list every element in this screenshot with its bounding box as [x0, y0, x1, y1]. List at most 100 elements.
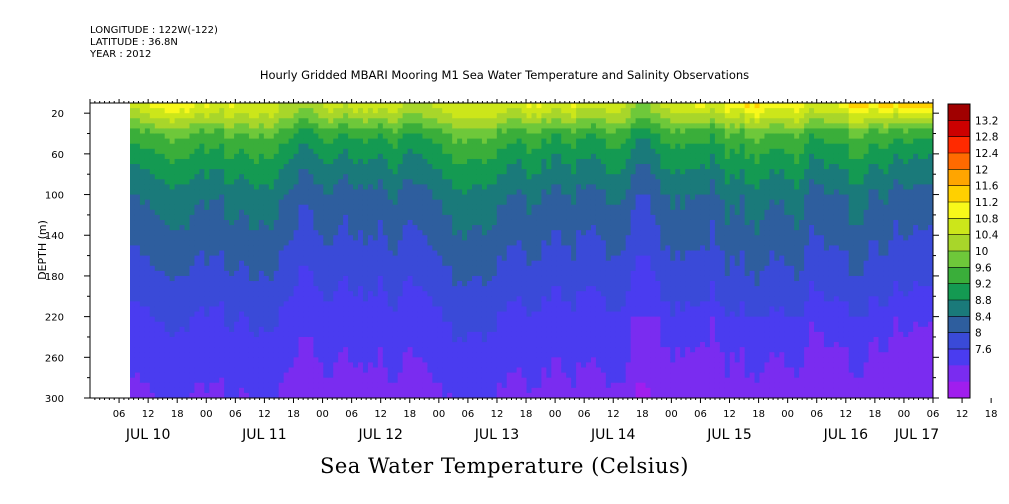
field-cell: [219, 255, 225, 262]
field-cell: [511, 235, 518, 241]
field-cell: [422, 260, 429, 267]
field-cell: [308, 128, 314, 135]
field-cell: [481, 367, 488, 374]
field-cell: [169, 382, 176, 389]
field-cell: [491, 240, 498, 247]
field-cell: [169, 372, 176, 379]
field-cell: [412, 326, 419, 333]
field-cell: [486, 158, 493, 165]
field-cell: [219, 209, 225, 216]
field-cell: [472, 326, 478, 333]
field-cell: [536, 174, 543, 180]
field-cell: [506, 306, 513, 313]
field-cell: [308, 123, 314, 130]
field-cell: [496, 128, 503, 135]
field-cell: [491, 270, 498, 277]
field-cell: [328, 199, 334, 206]
field-cell: [328, 265, 334, 272]
field-cell: [273, 158, 280, 165]
field-cell: [506, 392, 513, 398]
field-cell: [407, 291, 414, 297]
field-cell: [209, 250, 215, 257]
field-cell: [278, 179, 285, 185]
field-cell: [362, 377, 369, 384]
field-cell: [263, 138, 270, 145]
field-cell: [283, 387, 290, 394]
field-cell: [130, 194, 136, 201]
field-cell: [427, 286, 433, 292]
field-cell: [343, 255, 349, 262]
field-cell: [516, 362, 523, 369]
field-cell: [278, 387, 285, 394]
field-cell: [348, 326, 354, 333]
field-cell: [308, 204, 314, 211]
field-cell: [303, 387, 310, 394]
field-cell: [308, 184, 314, 191]
field-cell: [382, 143, 389, 150]
field-cell: [214, 189, 220, 196]
field-cell: [323, 250, 329, 257]
field-cell: [447, 148, 453, 155]
field-cell: [437, 265, 443, 272]
field-cell: [417, 311, 424, 318]
field-cell: [338, 103, 344, 109]
field-cell: [268, 194, 275, 201]
field-cell: [263, 204, 270, 211]
field-cell: [521, 143, 528, 150]
field-cell: [239, 377, 245, 384]
field-cell: [442, 184, 448, 191]
field-cell: [392, 194, 399, 201]
field-cell: [248, 250, 255, 257]
field-cell: [288, 392, 295, 398]
field-cell: [130, 199, 136, 206]
field-cell: [412, 164, 419, 170]
field-cell: [546, 326, 552, 333]
field-cell: [199, 270, 205, 277]
field-cell: [467, 245, 473, 252]
field-cell: [199, 306, 205, 313]
field-cell: [278, 158, 285, 165]
field-cell: [224, 113, 230, 119]
field-cell: [387, 113, 394, 119]
field-cell: [362, 174, 369, 180]
field-cell: [313, 153, 319, 160]
field-cell: [382, 347, 389, 353]
field-cell: [214, 103, 220, 109]
field-cell: [348, 331, 354, 338]
field-cell: [229, 275, 235, 282]
field-cell: [154, 301, 161, 308]
field-cell: [546, 286, 552, 292]
field-cell: [278, 153, 285, 160]
field-cell: [209, 164, 215, 170]
field-cell: [278, 103, 285, 109]
field-cell: [139, 255, 146, 262]
field-cell: [531, 311, 538, 318]
field-cell: [130, 387, 136, 394]
field-cell: [149, 179, 156, 185]
field-cell: [333, 336, 339, 343]
field-cell: [437, 331, 443, 338]
field-cell: [303, 219, 310, 226]
field-cell: [204, 219, 210, 226]
field-cell: [293, 245, 300, 252]
field-cell: [462, 286, 468, 292]
field-cell: [531, 331, 538, 338]
field-cell: [427, 103, 433, 109]
field-cell: [258, 148, 265, 155]
field-cell: [457, 204, 463, 211]
field-cell: [318, 352, 324, 358]
field-cell: [551, 240, 557, 247]
field-cell: [447, 362, 453, 369]
field-cell: [239, 138, 245, 145]
field-cell: [283, 352, 290, 358]
field-cell: [303, 194, 310, 201]
field-cell: [303, 169, 310, 175]
field-cell: [521, 204, 528, 211]
field-cell: [491, 357, 498, 363]
field-cell: [278, 204, 285, 211]
field-cell: [541, 184, 547, 191]
field-cell: [467, 316, 473, 323]
field-cell: [268, 148, 275, 155]
field-cell: [288, 372, 295, 379]
field-cell: [199, 255, 205, 262]
